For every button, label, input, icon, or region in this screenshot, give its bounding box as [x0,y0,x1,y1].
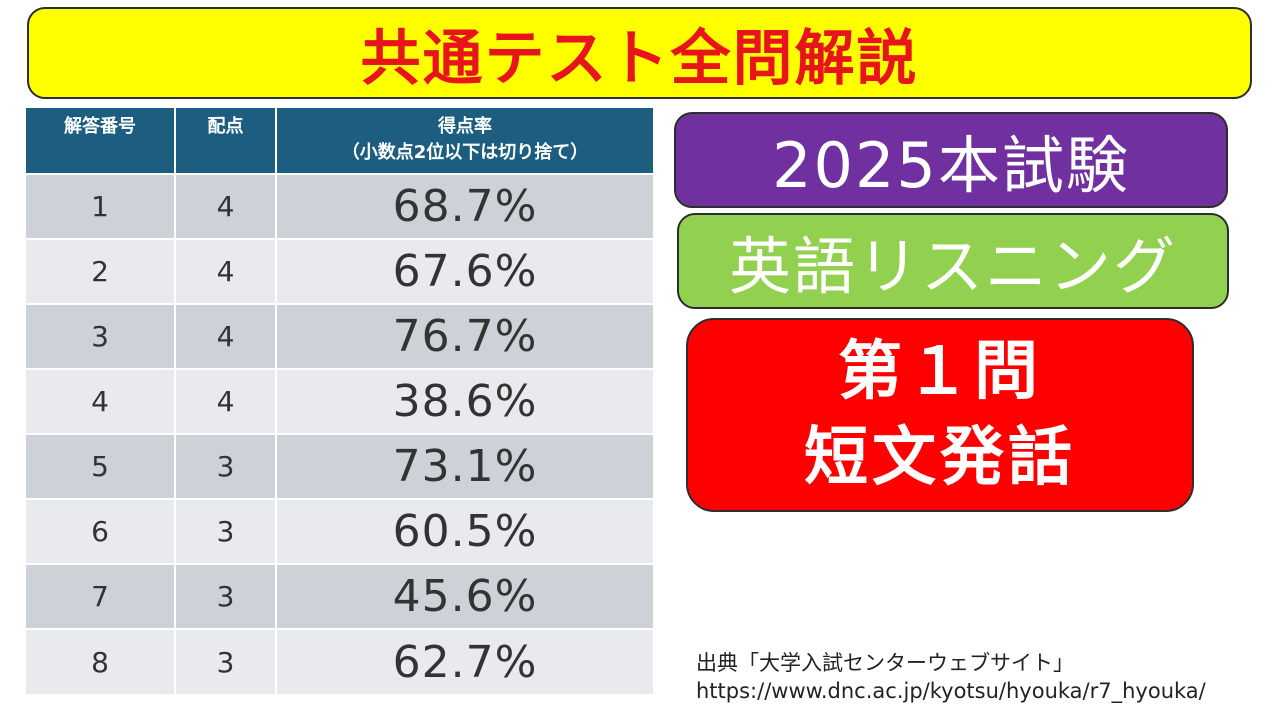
source-url: https://www.dnc.ac.jp/kyotsu/hyouka/r7_h… [696,679,1206,703]
score-rate-cell: 68.7% [276,173,653,239]
answer-number-cell: 7 [26,563,176,629]
table-row: 7 3 45.6% [26,563,653,629]
question-type-text: 短文発話 [804,421,1076,495]
answer-number-cell: 2 [26,238,176,304]
score-rate-cell: 73.1% [276,433,653,499]
table-row: 3 4 76.7% [26,303,653,369]
points-cell: 3 [175,563,277,629]
answer-number-cell: 5 [26,433,176,499]
question-number-text: 第１問 [838,335,1042,409]
table-row: 6 3 60.5% [26,498,653,564]
source-label: 出典「大学入試センターウェブサイト」 [696,651,1074,675]
points-cell: 3 [175,498,277,564]
points-cell: 3 [175,433,277,499]
table-row: 1 4 68.7% [26,173,653,239]
answer-number-cell: 1 [26,173,176,239]
points-cell: 4 [175,173,277,239]
score-rate-cell: 60.5% [276,498,653,564]
answer-number-cell: 6 [26,498,176,564]
source-citation: 出典「大学入試センターウェブサイト」 https://www.dnc.ac.jp… [696,649,1276,705]
score-table: 解答番号 配点 得点率 （小数点2位以下は切り捨て） 1 4 68.7% 2 4 67.6… [26,108,653,694]
table-row: 8 3 62.7% [26,628,653,694]
answer-number-cell: 4 [26,368,176,434]
score-rate-cell: 76.7% [276,303,653,369]
answer-number-cell: 8 [26,628,176,694]
exam-year-text: 2025本試験 [772,129,1130,202]
title-banner: 共通テスト全問解説 [27,7,1252,99]
exam-year-badge: 2025本試験 [674,112,1228,208]
answer-number-cell: 3 [26,303,176,369]
points-cell: 4 [175,368,277,434]
header-points: 配点 [175,108,277,174]
table-row: 5 3 73.1% [26,433,653,499]
points-cell: 4 [175,303,277,369]
subject-text: 英語リスニング [728,230,1177,303]
question-part-badge: 第１問 短文発話 [686,318,1194,512]
points-cell: 4 [175,238,277,304]
score-rate-cell: 38.6% [276,368,653,434]
score-rate-cell: 67.6% [276,238,653,304]
subject-badge: 英語リスニング [677,213,1229,309]
table-header-row: 解答番号 配点 得点率 （小数点2位以下は切り捨て） [26,108,653,174]
header-score-rate-note: （小数点2位以下は切り捨て） [341,142,589,163]
score-rate-cell: 62.7% [276,628,653,694]
points-cell: 3 [175,628,277,694]
title-text: 共通テスト全問解説 [360,23,919,94]
header-score-rate-label: 得点率 [438,116,492,137]
table-row: 4 4 38.6% [26,368,653,434]
header-answer-number: 解答番号 [26,108,176,174]
table-row: 2 4 67.6% [26,238,653,304]
header-score-rate: 得点率 （小数点2位以下は切り捨て） [276,108,653,174]
table-body: 1 4 68.7% 2 4 67.6% 3 4 76.7% 4 4 38.6% 5 3 73.1% 6 3 60.… [26,173,653,694]
score-rate-cell: 45.6% [276,563,653,629]
